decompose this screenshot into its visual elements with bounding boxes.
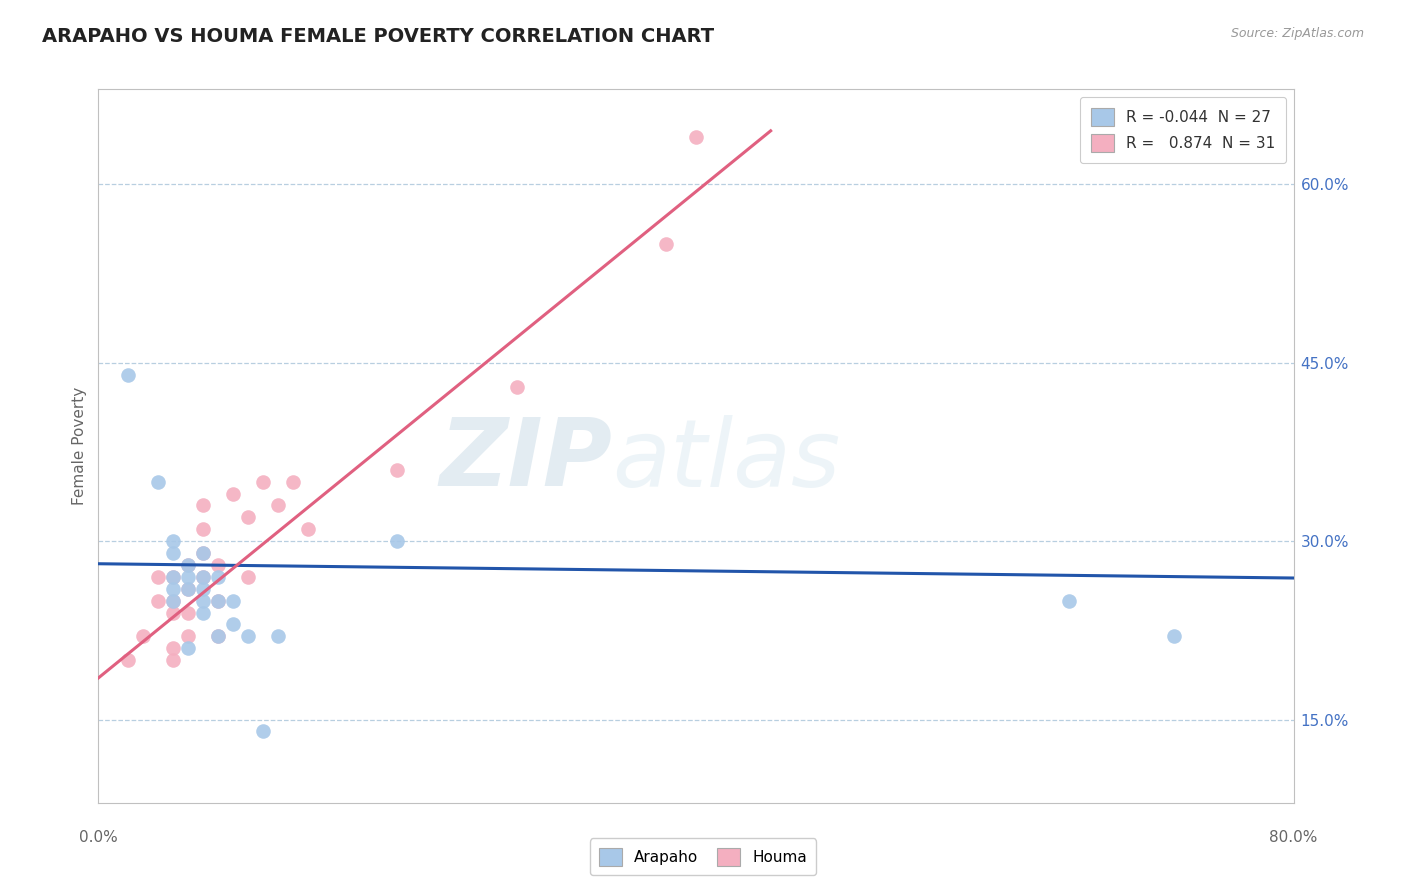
Point: [191, 499, 214, 513]
Point: [162, 570, 184, 584]
Point: [236, 570, 259, 584]
Point: [177, 558, 200, 572]
Point: [148, 570, 170, 584]
Point: [207, 558, 229, 572]
Point: [162, 606, 184, 620]
Point: [177, 641, 200, 656]
Text: 80.0%: 80.0%: [1270, 830, 1317, 845]
Point: [281, 475, 304, 489]
Point: [207, 570, 229, 584]
Point: [207, 629, 229, 643]
Point: [162, 593, 184, 607]
Point: [177, 570, 200, 584]
Point: [191, 593, 214, 607]
Point: [191, 546, 214, 560]
Point: [385, 534, 409, 549]
Point: [162, 546, 184, 560]
Point: [207, 593, 229, 607]
Point: [236, 510, 259, 524]
Point: [162, 570, 184, 584]
Y-axis label: Female Poverty: Female Poverty: [72, 387, 87, 505]
Point: [162, 653, 184, 667]
Point: [191, 570, 214, 584]
Point: [191, 522, 214, 536]
Point: [385, 463, 409, 477]
Point: [267, 629, 290, 643]
Text: atlas: atlas: [613, 415, 841, 506]
Point: [207, 629, 229, 643]
Point: [162, 593, 184, 607]
Point: [685, 129, 707, 144]
Point: [117, 653, 139, 667]
Point: [148, 475, 170, 489]
Point: [252, 724, 274, 739]
Text: Source: ZipAtlas.com: Source: ZipAtlas.com: [1230, 27, 1364, 40]
Point: [222, 486, 245, 500]
Point: [297, 522, 319, 536]
Point: [191, 582, 214, 596]
Point: [177, 582, 200, 596]
Point: [1163, 629, 1185, 643]
Point: [191, 606, 214, 620]
Point: [222, 617, 245, 632]
Point: [252, 475, 274, 489]
Text: ZIP: ZIP: [440, 414, 613, 507]
Point: [177, 629, 200, 643]
Point: [148, 593, 170, 607]
Legend: Arapaho, Houma: Arapaho, Houma: [591, 838, 815, 875]
Point: [117, 368, 139, 382]
Point: [177, 582, 200, 596]
Text: ARAPAHO VS HOUMA FEMALE POVERTY CORRELATION CHART: ARAPAHO VS HOUMA FEMALE POVERTY CORRELAT…: [42, 27, 714, 45]
Point: [222, 593, 245, 607]
Point: [162, 582, 184, 596]
Point: [191, 570, 214, 584]
Legend: R = -0.044  N = 27, R =   0.874  N = 31: R = -0.044 N = 27, R = 0.874 N = 31: [1080, 97, 1286, 163]
Point: [162, 534, 184, 549]
Point: [655, 236, 678, 251]
Point: [177, 558, 200, 572]
Point: [236, 629, 259, 643]
Text: 0.0%: 0.0%: [79, 830, 118, 845]
Point: [132, 629, 155, 643]
Point: [177, 606, 200, 620]
Point: [191, 546, 214, 560]
Point: [506, 379, 529, 393]
Point: [1059, 593, 1081, 607]
Point: [207, 593, 229, 607]
Point: [267, 499, 290, 513]
Point: [162, 641, 184, 656]
